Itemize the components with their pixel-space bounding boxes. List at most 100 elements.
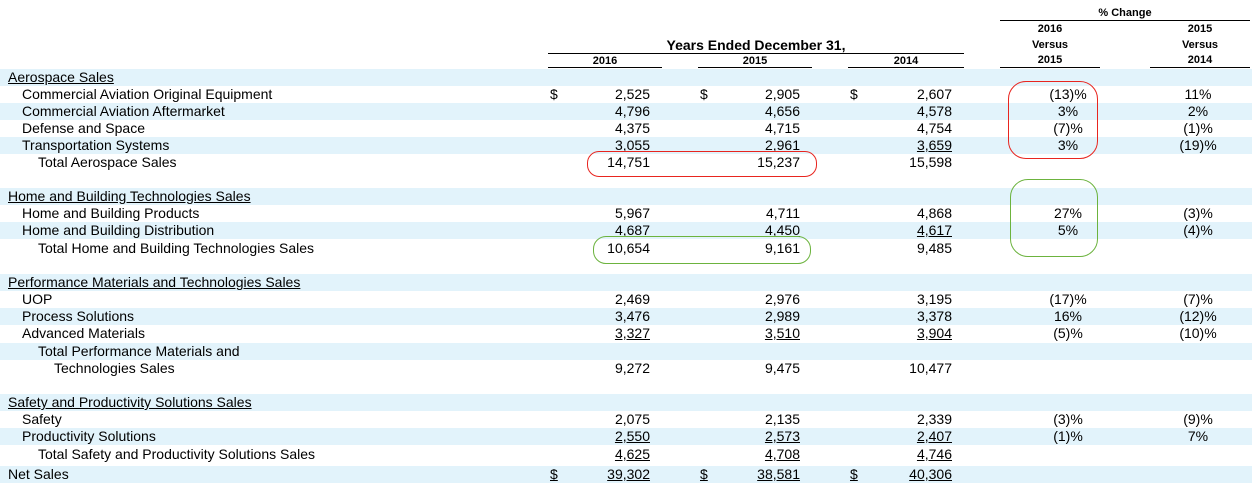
- dollar-sign: $: [550, 86, 558, 102]
- section-title: Aerospace Sales: [8, 69, 114, 85]
- table-row: Productivity Solutions 2,550 2,573 2,407 (1)…: [0, 428, 1252, 445]
- dollar-sign: $: [700, 86, 708, 102]
- value-2015: 4,450: [764, 222, 800, 238]
- value-2015: 4,656: [764, 103, 800, 119]
- pct-col1-base: 2015: [1037, 54, 1063, 66]
- row-label: Process Solutions: [22, 308, 135, 324]
- row-label: Advanced Materials: [22, 325, 145, 341]
- pct-change-2016-vs-2015: 16%: [1053, 308, 1083, 324]
- pct-col2-versus: Versus: [1181, 39, 1219, 51]
- header-rule: [1000, 20, 1250, 21]
- value-2014: 10,477: [909, 360, 952, 376]
- pct-change-2016-vs-2015: (7)%: [1053, 120, 1083, 136]
- value-2014: 4,617: [916, 222, 952, 238]
- pct-change-2015-vs-2014: (9)%: [1183, 411, 1213, 427]
- value-2016: 9,272: [614, 360, 650, 376]
- pct-change-2016-vs-2015: 27%: [1053, 205, 1083, 221]
- pct-change-2016-vs-2015: 3%: [1057, 103, 1079, 119]
- value-2014: 2,339: [916, 411, 952, 427]
- value-2015: 2,905: [764, 86, 800, 102]
- row-label: Net Sales: [8, 466, 69, 482]
- pct-change-2016-vs-2015: 3%: [1057, 137, 1079, 153]
- row-label: Transportation Systems: [22, 137, 170, 153]
- table-row: Home and Building Distribution 4,687 4,450…: [0, 222, 1252, 239]
- value-2016: 5,967: [614, 205, 650, 221]
- table-row: Commercial Aviation Original Equipment 2,…: [0, 86, 1252, 103]
- value-2014: 4,754: [916, 120, 952, 136]
- row-label: Total Home and Building Technologies Sal…: [38, 240, 315, 256]
- row-label: Commercial Aviation Aftermarket: [22, 103, 225, 119]
- years-ended-header: Years Ended December 31,: [666, 37, 846, 53]
- value-2016: 2,469: [614, 291, 650, 307]
- pct-change-2016-vs-2015: 5%: [1057, 222, 1079, 238]
- section-header-row: Aerospace Sales: [0, 69, 1252, 86]
- table-row: Process Solutions 3,476 2,989 3,378 16% (12)%: [0, 308, 1252, 325]
- pct-change-header: % Change: [1098, 7, 1152, 19]
- value-2014: 4,746: [916, 446, 952, 462]
- section-header-row: Safety and Productivity Solutions Sales: [0, 394, 1252, 411]
- green-annotation-pct: [1010, 179, 1098, 257]
- total-row: Technologies Sales 9,272 9,475 10,477: [0, 360, 1252, 377]
- value-2014: 3,659: [916, 137, 952, 153]
- table-row: Safety 2,075 2,135 2,339 (3)% (9)%: [0, 411, 1252, 428]
- year-2014-header: 2014: [893, 55, 919, 67]
- value-2015: 9,161: [764, 240, 800, 256]
- header-rule: [698, 67, 812, 68]
- value-2014: 2,407: [916, 428, 952, 444]
- row-label: Productivity Solutions: [22, 428, 156, 444]
- value-2016: 3,476: [614, 308, 650, 324]
- row-label: Total Aerospace Sales: [38, 154, 177, 170]
- pct-change-2015-vs-2014: 11%: [1184, 86, 1212, 102]
- total-row: Total Performance Materials and: [0, 343, 1252, 360]
- year-2016-header: 2016: [592, 55, 618, 67]
- value-2015: 2,961: [764, 137, 800, 153]
- pct-change-2015-vs-2014: (19)%: [1179, 137, 1217, 153]
- value-2014: 40,306: [909, 466, 952, 482]
- value-2015: 2,573: [764, 428, 800, 444]
- total-row: Total Home and Building Technologies Sal…: [0, 240, 1252, 257]
- value-2015: 4,711: [766, 205, 800, 221]
- pct-change-2015-vs-2014: 7%: [1187, 428, 1209, 444]
- dollar-sign: $: [850, 86, 858, 102]
- value-2014: 15,598: [909, 154, 952, 170]
- dollar-sign: $: [850, 466, 858, 482]
- section-header-row: Performance Materials and Technologies S…: [0, 274, 1252, 291]
- row-label: Total Performance Materials and: [38, 343, 240, 359]
- section-title: Safety and Productivity Solutions Sales: [8, 394, 252, 410]
- pct-change-2016-vs-2015: (5)%: [1053, 325, 1083, 341]
- pct-change-2015-vs-2014: (3)%: [1183, 205, 1213, 221]
- value-2014: 3,195: [916, 291, 952, 307]
- value-2015: 4,715: [764, 120, 800, 136]
- table-row: UOP 2,469 2,976 3,195 (17)% (7)%: [0, 291, 1252, 308]
- red-annotation-totals: [587, 151, 817, 177]
- table-row: Home and Building Products 5,967 4,711 4,86…: [0, 205, 1252, 222]
- value-2014: 2,607: [916, 86, 952, 102]
- total-row: Total Safety and Productivity Solutions …: [0, 446, 1252, 463]
- net-sales-row: Net Sales 39,302 38,581 40,306 $ $ $: [0, 466, 1252, 483]
- section-header-row: Home and Building Technologies Sales: [0, 188, 1252, 205]
- value-2016: 4,375: [614, 120, 650, 136]
- dollar-sign: $: [550, 466, 558, 482]
- row-label: Commercial Aviation Original Equipment: [22, 86, 273, 102]
- pct-change-2015-vs-2014: 2%: [1187, 103, 1209, 119]
- pct-change-2016-vs-2015: (1)%: [1053, 428, 1083, 444]
- value-2016: 4,687: [614, 222, 650, 238]
- value-2016: 10,654: [607, 240, 650, 256]
- pct-col2-year: 2015: [1187, 23, 1213, 35]
- pct-col1-versus: Versus: [1031, 39, 1069, 51]
- header-rule: [1150, 67, 1250, 68]
- value-2014: 4,578: [916, 103, 952, 119]
- header-rule: [1000, 67, 1100, 68]
- value-2016: 39,302: [607, 466, 650, 482]
- value-2015: 2,989: [764, 308, 800, 324]
- value-2016: 3,055: [614, 137, 650, 153]
- value-2016: 2,525: [614, 86, 650, 102]
- pct-change-2015-vs-2014: (1)%: [1183, 120, 1213, 136]
- value-2014: 3,904: [916, 325, 952, 341]
- green-annotation-totals: [593, 236, 811, 264]
- total-row: Total Aerospace Sales 14,751 15,237 15,598: [0, 154, 1252, 171]
- value-2016: 4,625: [614, 446, 650, 462]
- value-2015: 15,237: [757, 154, 800, 170]
- header-rule: [848, 67, 964, 68]
- row-label: Defense and Space: [22, 120, 145, 136]
